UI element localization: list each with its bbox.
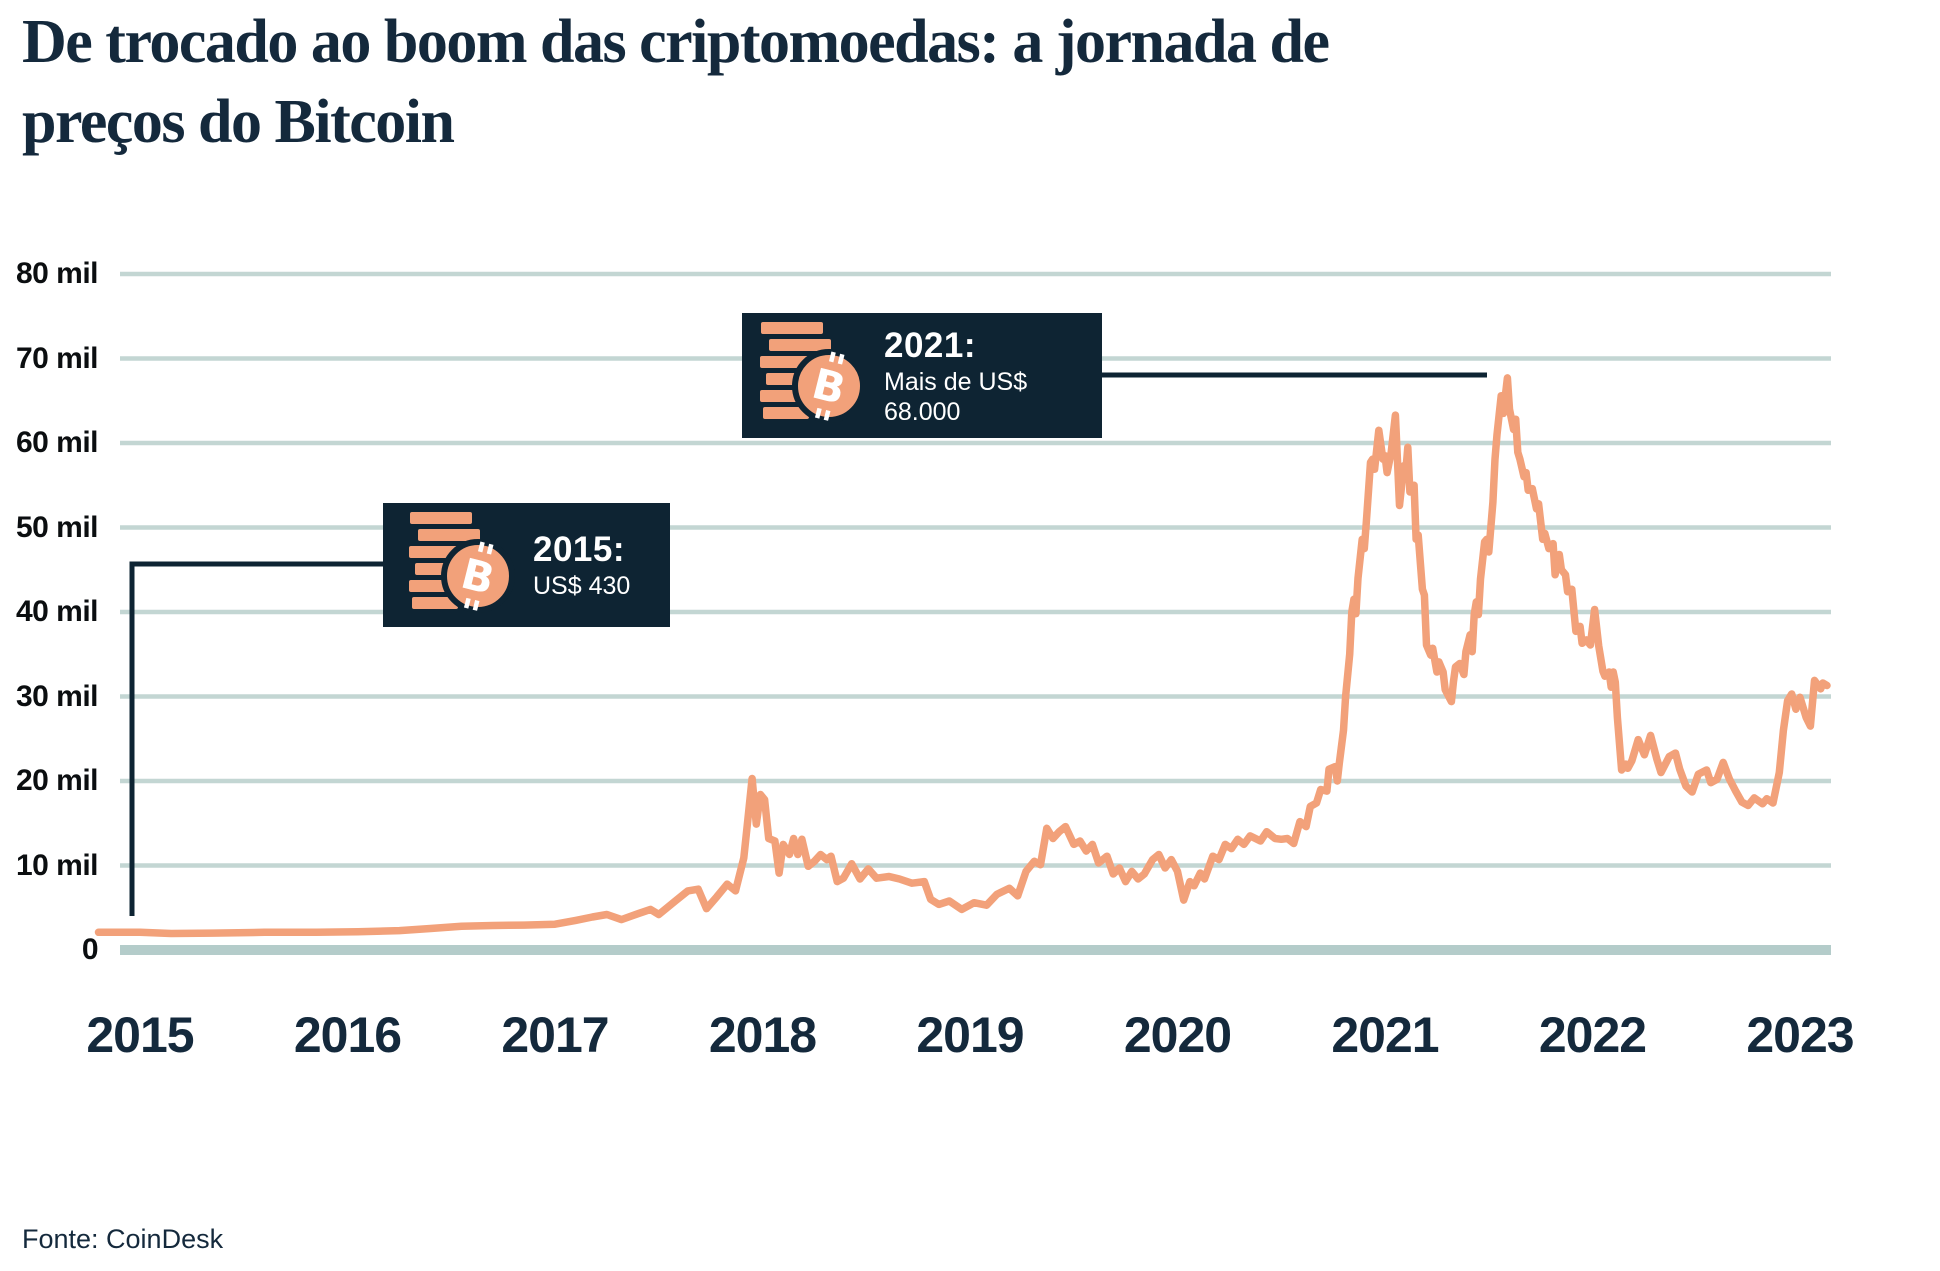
x-axis-label-2017: 2017 — [501, 1007, 609, 1063]
x-axis-label-2016: 2016 — [293, 1007, 402, 1063]
callout-2021-year: 2021: — [884, 325, 977, 365]
x-axis-label-2022: 2022 — [1538, 1007, 1647, 1063]
x-axis-label-2015: 2015 — [86, 1007, 194, 1063]
page-title-line1: De trocado ao boom das criptomoedas: a j… — [22, 8, 1330, 76]
annotation-connectors — [129, 372, 1487, 916]
coin-bar — [761, 322, 823, 334]
bitcoin-coins-icon: B — [752, 320, 870, 431]
coin-bar — [418, 528, 480, 541]
callout-2015: B 2015: US$ 430 — [383, 503, 670, 627]
callout-2015-value: US$ 430 — [533, 572, 631, 600]
coin-bar — [769, 339, 831, 351]
bitcoin-b-glyph: B — [456, 541, 499, 611]
callout-2015-connector — [129, 561, 386, 916]
source-note: Fonte: CoinDesk — [22, 1224, 224, 1254]
bitcoin-coins-icon: B — [401, 510, 519, 621]
coin-bar — [763, 407, 809, 419]
x-axis-label-2020: 2020 — [1123, 1007, 1232, 1063]
coin-bar — [412, 596, 458, 609]
y-axis-label-50-mil: 50 mil — [15, 510, 99, 544]
y-axis-label-40-mil: 40 mil — [15, 595, 99, 628]
x-axis-label-2021: 2021 — [1331, 1007, 1439, 1063]
coin-bar — [410, 511, 472, 524]
y-axis-label-30-mil: 30 mil — [15, 679, 99, 713]
callout-2021-value-line2: 68.000 — [884, 397, 961, 426]
page-title-line2: preços do Bitcoin — [22, 88, 455, 156]
y-axis-label-0: 0 — [81, 933, 99, 966]
y-axis-label-10-mil: 10 mil — [15, 848, 99, 882]
callout-2015-year: 2015: — [533, 530, 626, 569]
callout-2021-value-line1: Mais de US$ — [884, 367, 1028, 396]
page-title: De trocado ao boom das criptomoedas: a j… — [22, 2, 1582, 162]
y-axis-label-80-mil: 80 mil — [15, 257, 99, 290]
price-line-group — [94, 374, 1831, 938]
bitcoin-coin-face — [792, 349, 866, 423]
y-axis-label-60-mil: 60 mil — [15, 426, 99, 459]
x-axis-label-2019: 2019 — [916, 1007, 1024, 1063]
bitcoin-coin-face — [441, 538, 515, 613]
x-axis-label-2018: 2018 — [708, 1007, 817, 1063]
y-axis-label-70-mil: 70 mil — [15, 341, 99, 375]
x-axis-label-2023: 2023 — [1746, 1007, 1854, 1063]
callout-2021: B 2021: Mais de US$ 68.000 — [742, 313, 1102, 438]
y-axis-label-20-mil: 20 mil — [15, 764, 99, 797]
bitcoin-price-line — [94, 374, 1831, 938]
